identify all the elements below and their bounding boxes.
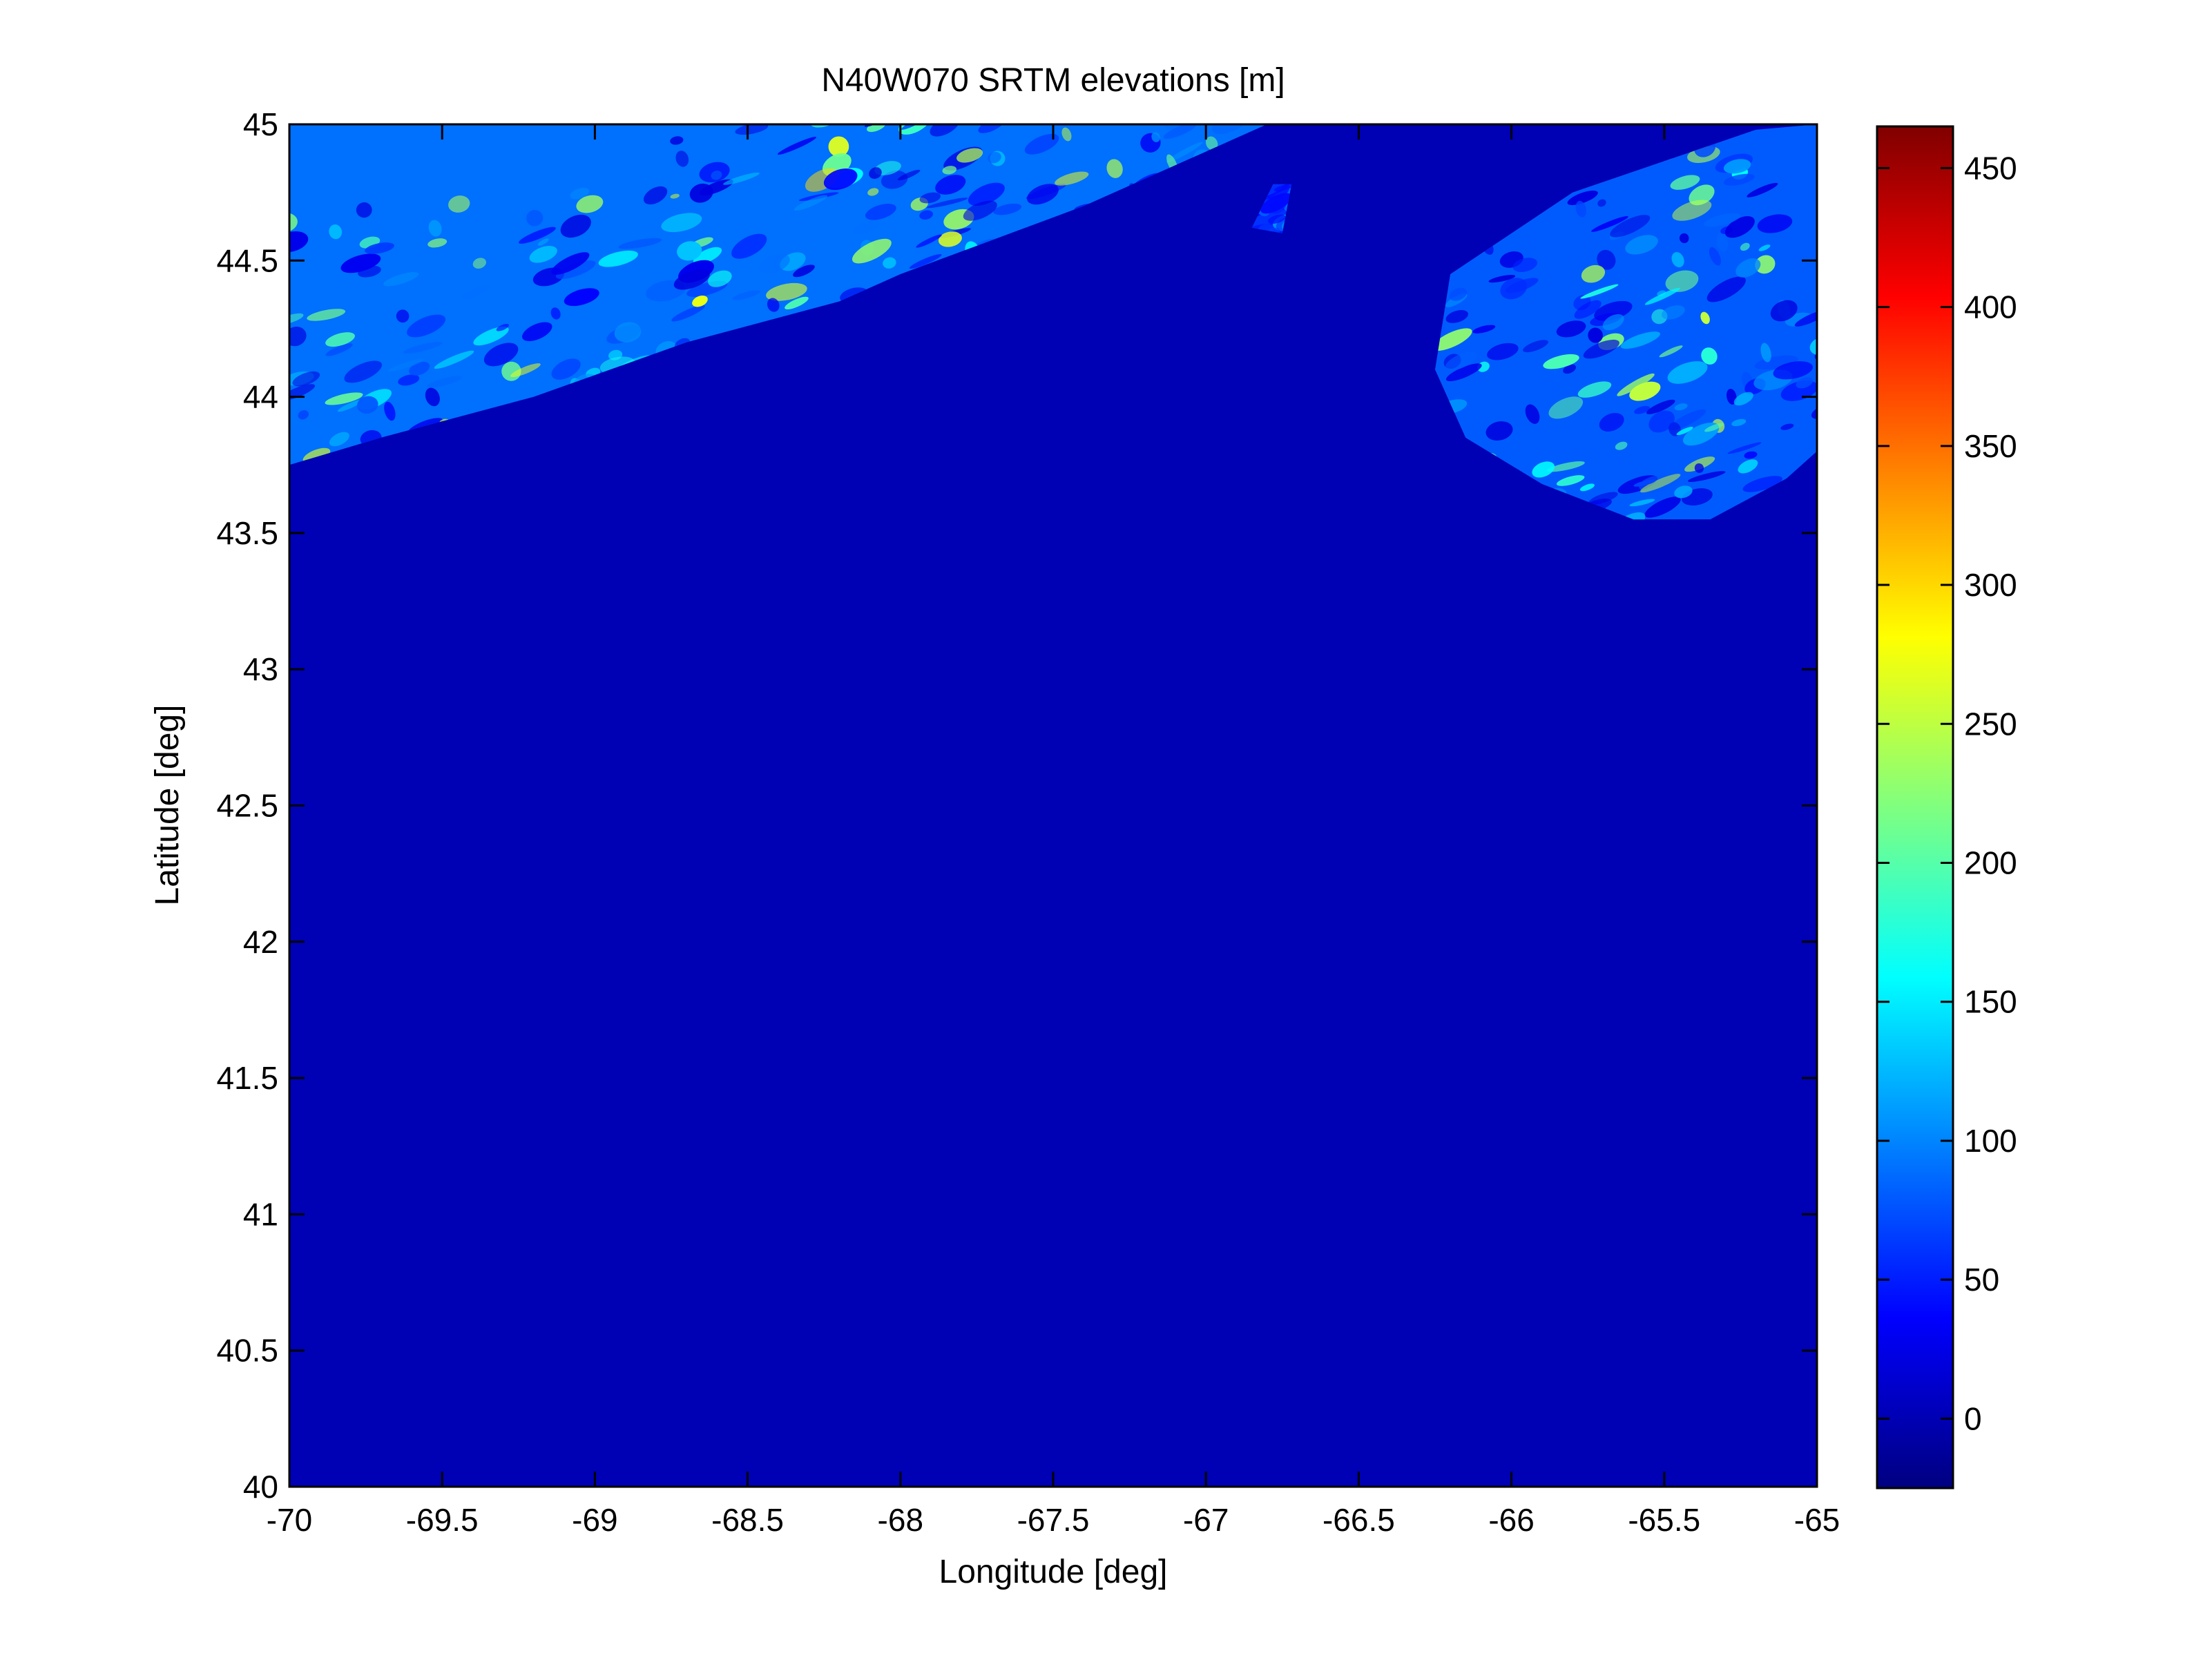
colorbar-tick-label: 350 (1964, 428, 2017, 464)
y-tick-label: 41 (243, 1196, 278, 1232)
colorbar-ticks: 0 50 100 150 200 250 300 350 400 450 (1877, 150, 2017, 1436)
x-tick-label: -69.5 (406, 1502, 479, 1538)
x-tick-label: -65.5 (1628, 1502, 1700, 1538)
y-axis-label: Latitude [deg] (149, 705, 186, 906)
y-tick-label: 40 (243, 1469, 278, 1505)
y-tick-label: 40.5 (216, 1333, 278, 1369)
x-tick-label: -66 (1488, 1502, 1534, 1538)
x-tick-label: -68 (878, 1502, 923, 1538)
colorbar-tick-label: 50 (1964, 1262, 1999, 1298)
chart-title: N40W070 SRTM elevations [m] (821, 62, 1285, 99)
y-tick-label: 43.5 (216, 515, 278, 551)
colorbar-tick-label: 400 (1964, 289, 2017, 325)
y-tick-label: 45 (243, 106, 278, 142)
y-tick-label: 44 (243, 379, 278, 415)
y-axis: 40 40.5 41 41.5 42 42.5 43 43.5 44 44.5 45 (216, 106, 1817, 1505)
colorbar-tick-label: 450 (1964, 150, 2017, 186)
x-tick-label: -69 (572, 1502, 617, 1538)
y-tick-label: 43 (243, 651, 278, 687)
x-tick-label: -68.5 (711, 1502, 784, 1538)
colorbar-tick-label: 250 (1964, 706, 2017, 742)
heatmap-image (289, 124, 1817, 1487)
colorbar-tick-label: 0 (1964, 1400, 1982, 1436)
y-tick-label: 44.5 (216, 242, 278, 278)
colorbar-tick-label: 100 (1964, 1123, 2017, 1159)
x-tick-label: -65 (1794, 1502, 1840, 1538)
y-tick-label: 42 (243, 924, 278, 960)
x-tick-label: -66.5 (1323, 1502, 1395, 1538)
x-tick-label: -70 (267, 1502, 312, 1538)
y-tick-label: 42.5 (216, 788, 278, 824)
colorbar-tick-label: 300 (1964, 567, 2017, 603)
x-axis: -70 -69.5 -69 -68.5 -68 -67.5 -67 -66.5 -66 -65.5… (267, 124, 1840, 1538)
x-tick-label: -67 (1183, 1502, 1229, 1538)
colorbar-tick-label: 150 (1964, 984, 2017, 1020)
x-tick-label: -67.5 (1017, 1502, 1090, 1538)
x-axis-label: Longitude [deg] (939, 1554, 1168, 1590)
colorbar-tick-label: 200 (1964, 845, 2017, 880)
colorbar-frame (1876, 125, 1954, 1490)
colorbar: 0 50 100 150 200 250 300 350 400 450 (1876, 125, 2017, 1490)
y-tick-label: 41.5 (216, 1060, 278, 1096)
colorbar-gradient (1877, 126, 1953, 1488)
